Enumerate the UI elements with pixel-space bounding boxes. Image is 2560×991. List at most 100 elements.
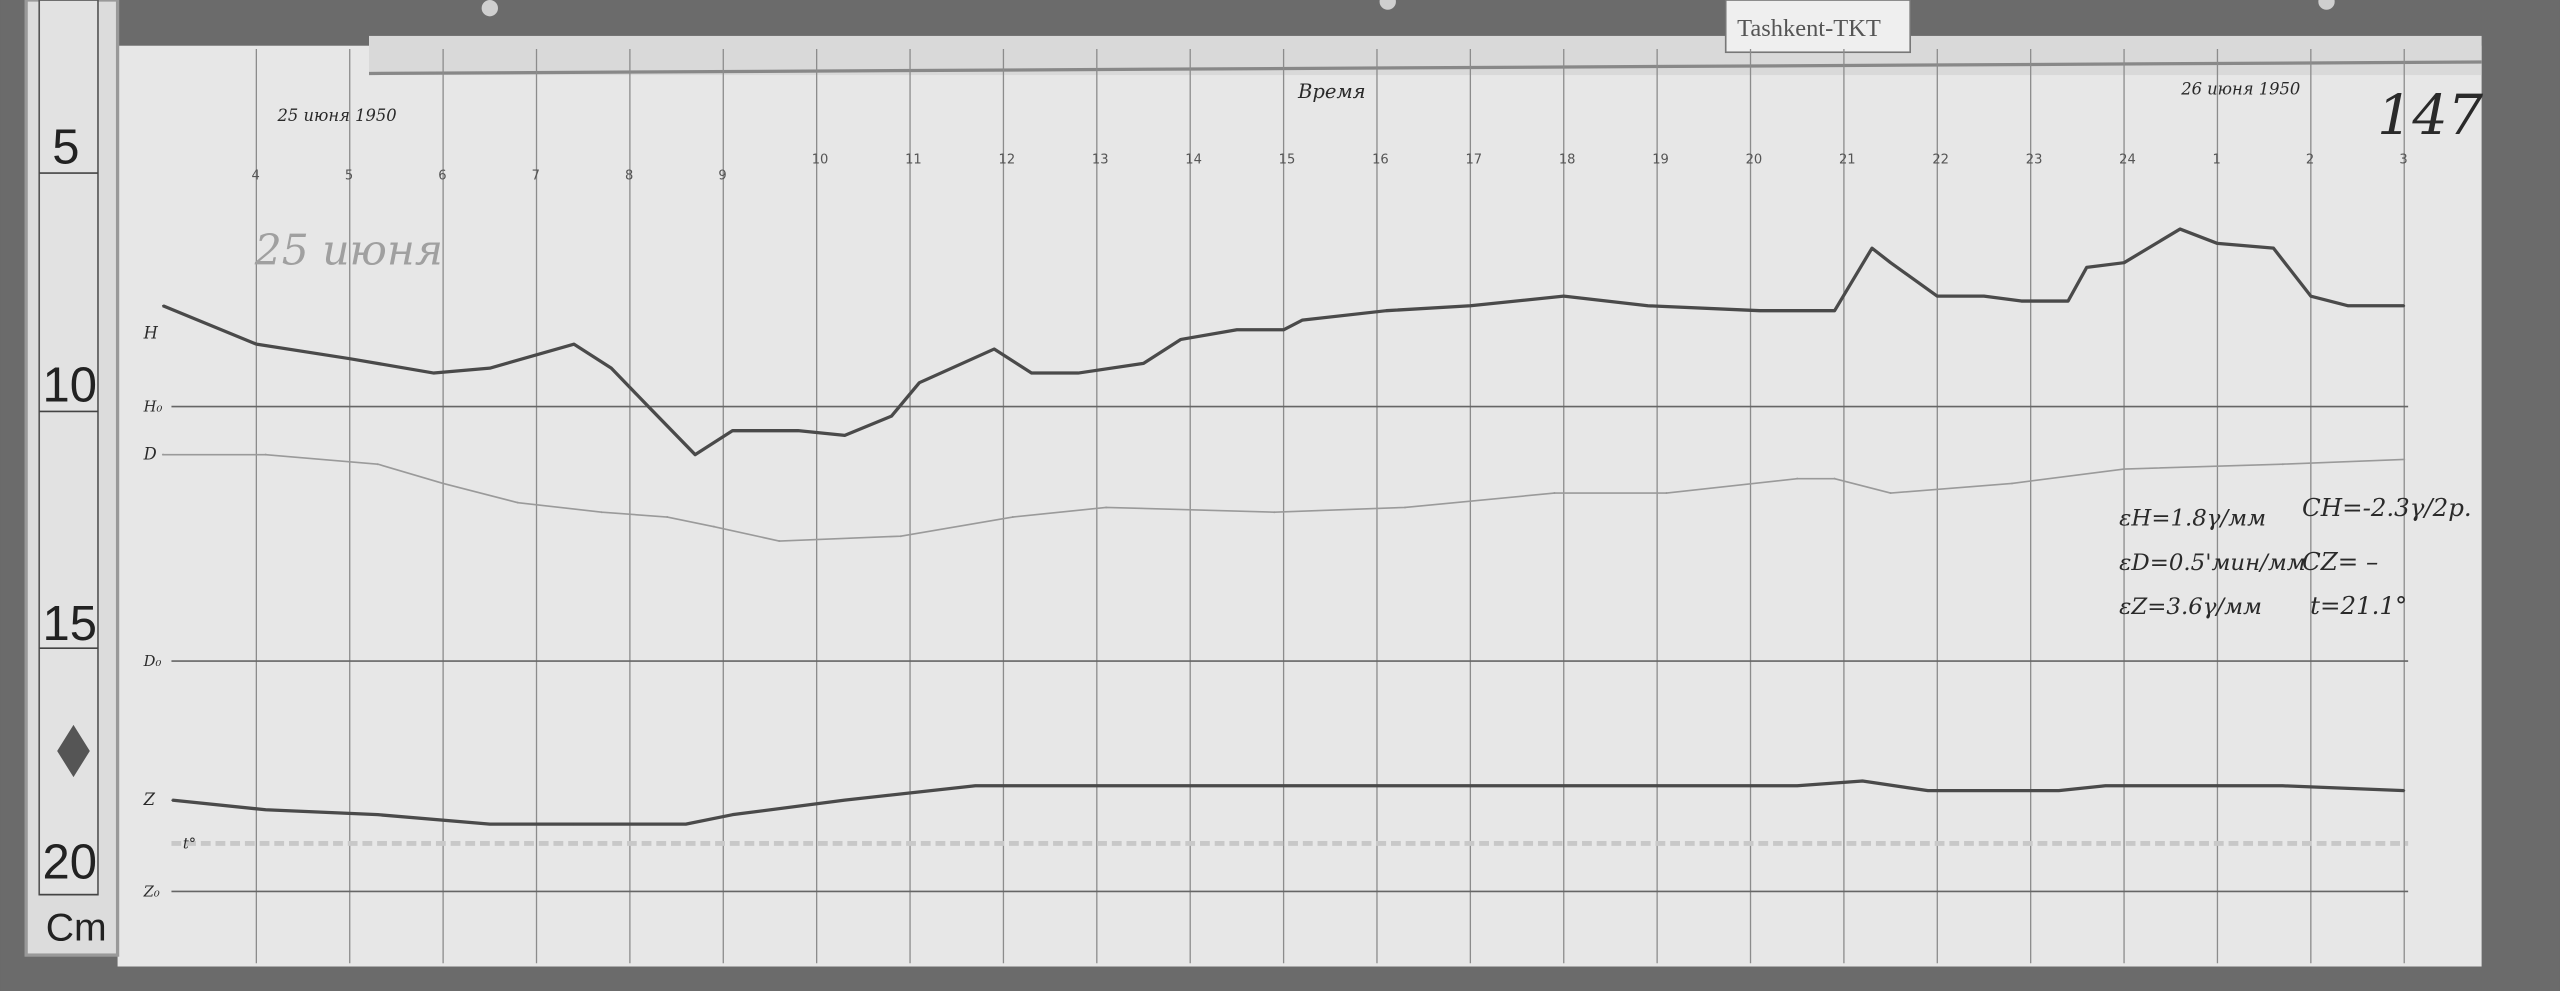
ruler-label-5: 5 bbox=[52, 120, 79, 174]
trace-point-z bbox=[2403, 789, 2406, 792]
x-tick-label: 23 bbox=[2026, 152, 2043, 167]
baseline-label: Z₀ bbox=[143, 883, 160, 900]
x-tick-label: 4 bbox=[251, 169, 259, 184]
trace-point-h bbox=[1646, 304, 1649, 307]
ruler-unit-label: Cm bbox=[46, 906, 107, 949]
trace-label: H bbox=[143, 323, 159, 342]
trace-point-h bbox=[647, 405, 650, 408]
temp-coef-h: CH=-2.3γ/2р. bbox=[2302, 493, 2472, 522]
x-tick-label: 15 bbox=[1279, 152, 1296, 167]
trace-point-h bbox=[1077, 372, 1080, 375]
trace-point-h bbox=[1936, 295, 1939, 298]
trace-point-h bbox=[432, 372, 435, 375]
date-end: 26 июня 1950 bbox=[2180, 80, 2300, 99]
trace-point-h bbox=[1870, 247, 1873, 250]
paper-sheet bbox=[117, 45, 2482, 967]
x-tick-label: 21 bbox=[1839, 152, 1856, 167]
paper-fold-line bbox=[368, 60, 2482, 76]
trace-point-d bbox=[1105, 506, 1108, 509]
trace-point-z bbox=[1301, 784, 1304, 787]
trace-point-z bbox=[2281, 784, 2284, 787]
trace-point-h bbox=[890, 415, 893, 418]
x-tick-label: 1 bbox=[2213, 152, 2221, 167]
trace-point-d bbox=[1273, 511, 1276, 514]
trace-point-h bbox=[1833, 309, 1836, 312]
pin-icon bbox=[481, 0, 498, 17]
x-tick-label: 17 bbox=[1465, 152, 1482, 167]
traces: H D Z bbox=[143, 227, 2406, 826]
x-tick-label: 18 bbox=[1559, 152, 1576, 167]
x-tick-label: 19 bbox=[1652, 152, 1669, 167]
trace-h bbox=[162, 227, 2405, 457]
trace-point-h bbox=[161, 304, 164, 307]
trace-point-d bbox=[2011, 482, 2013, 485]
trace-point-d bbox=[161, 453, 164, 456]
trace-point-h bbox=[2123, 261, 2126, 264]
trace-point-z bbox=[1628, 784, 1631, 787]
trace-point-h bbox=[2020, 300, 2023, 303]
trace-point-z bbox=[488, 823, 491, 826]
trace-point-h bbox=[993, 348, 996, 351]
x-tick-label: 7 bbox=[532, 169, 540, 184]
trace-point-d bbox=[1404, 506, 1406, 509]
trace-point-h bbox=[2216, 242, 2219, 245]
trace-point-h bbox=[1562, 295, 1565, 298]
trace-point-h bbox=[918, 381, 921, 384]
x-tick-label: 11 bbox=[905, 152, 922, 167]
trace-point-d bbox=[516, 501, 519, 504]
baseline-label: t° bbox=[183, 835, 196, 852]
trace-point-d bbox=[1665, 492, 1668, 494]
trace-point-h bbox=[255, 343, 258, 346]
x-tick-label: 16 bbox=[1372, 152, 1389, 167]
x-tick-label: 9 bbox=[718, 169, 726, 184]
trace-point-d bbox=[1796, 477, 1799, 480]
trace-point-z bbox=[1926, 789, 1929, 792]
trace-point-z bbox=[843, 799, 846, 802]
trace-point-d bbox=[264, 453, 267, 456]
trace-point-h bbox=[2067, 300, 2070, 303]
x-tick-label: 6 bbox=[438, 169, 446, 184]
trace-point-h bbox=[2085, 266, 2088, 269]
trace-label: Z bbox=[143, 790, 156, 809]
station-tag-label: Tashkent-TKT bbox=[1737, 15, 1881, 42]
time-heading: Время bbox=[1297, 80, 1366, 103]
trace-point-h bbox=[1385, 309, 1388, 312]
trace-point-d bbox=[376, 463, 379, 466]
trace-point-d bbox=[666, 516, 669, 518]
baseline-label: H₀ bbox=[143, 399, 163, 416]
trace-point-h bbox=[2403, 304, 2406, 307]
trace-point-h bbox=[2347, 304, 2350, 307]
trace-point-h bbox=[1469, 304, 1472, 307]
trace-point-d bbox=[2123, 468, 2126, 470]
x-tick-label: 3 bbox=[2399, 152, 2407, 167]
hour-grid: 4 5 6 7 8 910 11 12 13 14 15 16 17 18 19 20 21 22 23 24 1 2 3 bbox=[251, 48, 2408, 964]
x-tick-label: 5 bbox=[345, 169, 353, 184]
trace-point-z bbox=[1861, 780, 1864, 782]
trace-point-h bbox=[1282, 328, 1285, 331]
trace-point-h bbox=[2309, 295, 2312, 298]
scale-z: εZ=3.6γ/мм bbox=[2119, 594, 2262, 620]
trace-point-z bbox=[731, 813, 734, 816]
ruler-diamond-marker-icon bbox=[57, 724, 90, 778]
trace-point-h bbox=[843, 434, 846, 437]
x-tick-label: 8 bbox=[625, 169, 633, 184]
pencil-date: 25 июня bbox=[254, 226, 443, 275]
trace-point-d bbox=[2281, 463, 2284, 466]
scale-d: εD=0.5'мин/мм bbox=[2119, 550, 2306, 576]
trace-point-h bbox=[1030, 372, 1033, 375]
sheet-number: 147 bbox=[2377, 83, 2484, 148]
trace-point-h bbox=[797, 429, 799, 432]
trace-point-d bbox=[1833, 477, 1836, 480]
x-tick-label: 10 bbox=[812, 152, 829, 167]
x-tick-label: 13 bbox=[1092, 152, 1109, 167]
trace-point-d bbox=[778, 540, 781, 542]
trace-point-h bbox=[694, 453, 697, 456]
x-tick-label: 14 bbox=[1185, 152, 1202, 167]
x-tick-label: 20 bbox=[1746, 152, 1763, 167]
ruler-label-15: 15 bbox=[42, 597, 96, 651]
trace-point-z bbox=[171, 799, 174, 802]
trace-point-d bbox=[442, 482, 445, 485]
trace-point-d bbox=[712, 525, 715, 528]
trace-point-h bbox=[1235, 328, 1238, 331]
trace-point-d bbox=[1553, 492, 1556, 494]
